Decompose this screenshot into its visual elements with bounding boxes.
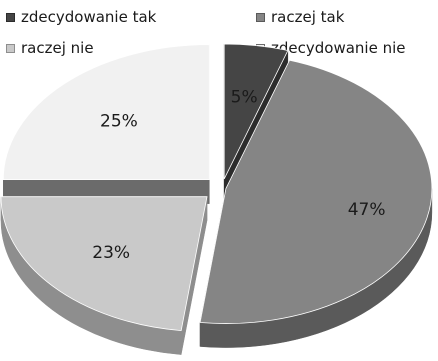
legend-label: zdecydowanie tak [21, 8, 157, 26]
legend-label: raczej tak [271, 8, 345, 26]
legend-swatch [6, 43, 15, 53]
pie-slice-2 [0, 196, 208, 332]
legend-item-zdecydowanie-tak: zdecydowanie tak [6, 8, 156, 26]
pie-slice-0 [223, 43, 289, 180]
slice-label-3: 25% [100, 111, 138, 131]
legend-swatch [6, 12, 15, 22]
slice-label-2: 23% [92, 243, 130, 263]
pie-slice-3 [2, 44, 210, 181]
legend-swatch [256, 12, 265, 22]
slice-label-1: 47% [348, 200, 386, 220]
slice-label-0: 5% [231, 87, 258, 107]
legend-item-raczej-nie: raczej nie [6, 39, 94, 57]
legend-label: raczej nie [21, 39, 94, 57]
pie-slice-1 [199, 59, 433, 324]
legend-item-raczej-tak: raczej tak [256, 8, 344, 26]
legend-label: zdecydowanie nie [271, 39, 406, 57]
